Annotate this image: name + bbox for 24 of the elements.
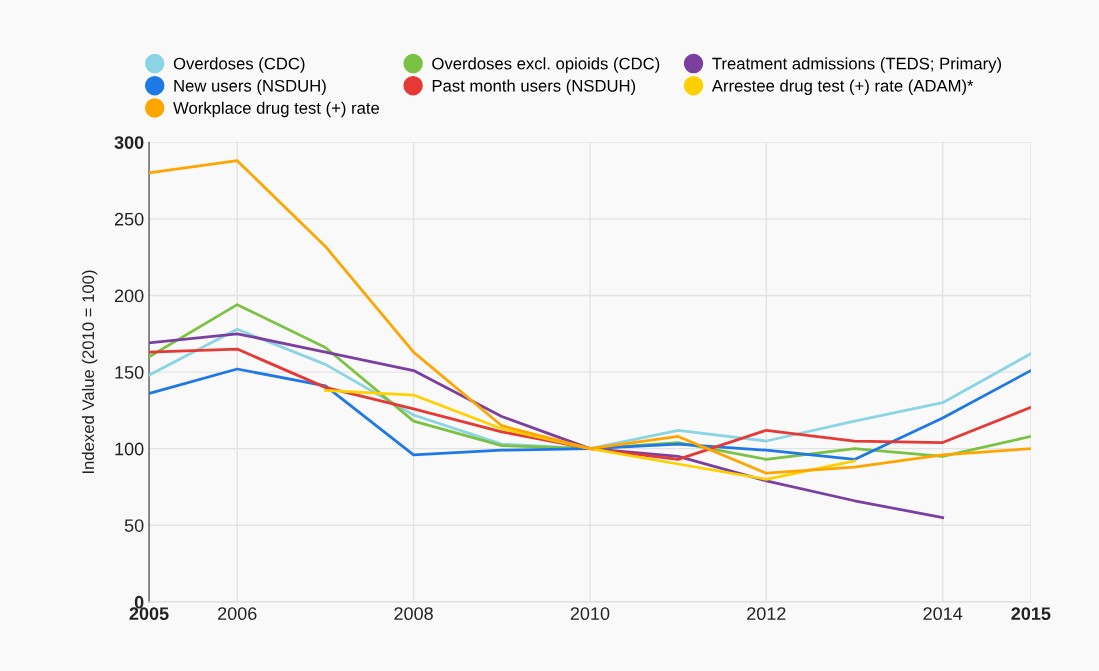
- x-tick-label: 2008: [394, 607, 433, 621]
- legend-label: Workplace drug test (+) rate: [173, 101, 380, 118]
- legend-label: New users (NSDUH): [174, 79, 326, 95]
- x-tick-label: 2010: [570, 607, 610, 621]
- line-series: [149, 367, 1031, 461]
- y-tick-label: 0: [134, 595, 144, 609]
- y-tick-label: 150: [115, 366, 144, 379]
- y-tick-label: 200: [114, 289, 144, 303]
- legend-label: Treatment admissions (TEDS; Primary): [712, 57, 1002, 73]
- x-tick-label: 2005: [129, 607, 169, 621]
- x-tick-label: 2015: [1011, 607, 1051, 621]
- y-tick-label: 300: [114, 136, 144, 149]
- x-tick-label: 2014: [923, 607, 963, 621]
- y-tick-label: 250: [114, 212, 144, 226]
- legend-label: Arrestee drug test (+) rate (ADAM)*: [711, 79, 974, 95]
- legend-label: Overdoses (CDC): [173, 57, 305, 73]
- x-tick-label: 2006: [218, 607, 257, 621]
- x-tick-label: 2012: [747, 607, 786, 621]
- line-series: [149, 159, 1031, 475]
- legend-label: Overdoses excl. opioids (CDC): [432, 57, 660, 73]
- y-tick-label: 50: [124, 519, 144, 532]
- y-tick-label: 100: [115, 442, 144, 456]
- legend-label: Past month users (NSDUH): [432, 79, 636, 95]
- y-axis-title: Indexed Value (2010 = 100): [81, 270, 98, 473]
